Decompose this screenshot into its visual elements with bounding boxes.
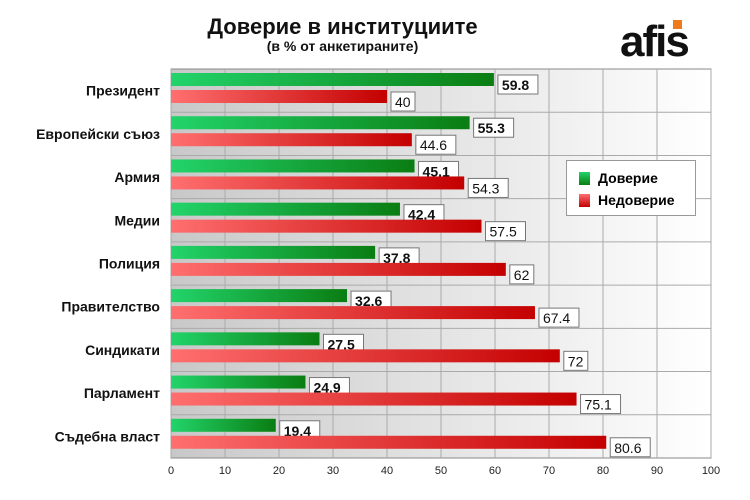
data-label: 54.3 [472, 180, 499, 196]
category-label: Полиция [99, 256, 160, 272]
x-tick-label: 60 [489, 465, 501, 477]
chart-title: Доверие в институциите [207, 14, 478, 39]
category-label: Парламент [84, 385, 160, 401]
data-label-box [415, 134, 457, 155]
category-label: Съдебна власт [55, 428, 160, 444]
category-label: Медии [114, 212, 160, 228]
x-tick-label: 0 [168, 465, 174, 477]
distrust-bar [171, 176, 465, 190]
trust-bar [171, 116, 470, 130]
trust-bar [171, 418, 276, 432]
data-label: 45.1 [423, 163, 450, 179]
distrust-bar [171, 349, 560, 363]
data-label: 27.5 [328, 336, 355, 352]
data-label-box [485, 221, 526, 242]
data-label-box [538, 307, 580, 328]
afis-logo: afis [620, 18, 690, 63]
category-label: Правителство [61, 299, 160, 315]
data-label: 19.4 [284, 423, 311, 439]
data-label-box [563, 350, 589, 371]
data-label-box [497, 74, 539, 95]
distrust-bar [171, 392, 577, 406]
data-label-box [509, 264, 535, 285]
data-label: 40 [395, 94, 411, 110]
data-label: 24.9 [313, 380, 340, 396]
x-tick-label: 90 [651, 465, 663, 477]
distrust-bar [171, 90, 387, 103]
category-label: Европейски съюз [36, 126, 160, 142]
data-label: 62 [514, 267, 530, 283]
data-label-box [609, 437, 651, 458]
data-label: 80.6 [614, 440, 641, 456]
x-tick-label: 40 [381, 465, 393, 477]
data-label: 59.8 [502, 77, 529, 93]
data-label-box [390, 91, 416, 112]
legend-label: Доверие [598, 170, 658, 186]
trust-bar [171, 375, 306, 389]
data-label: 57.5 [490, 224, 517, 240]
chart-subtitle: (в % от анкетираните) [266, 38, 419, 54]
x-tick-label: 10 [219, 465, 231, 477]
trust-bar [171, 332, 320, 346]
distrust-bar [171, 133, 412, 147]
x-tick-label: 20 [273, 465, 285, 477]
trust-bar [171, 73, 494, 86]
distrust-bar [171, 219, 482, 233]
data-label: 75.1 [585, 397, 612, 413]
legend-label: Недоверие [598, 192, 675, 208]
data-label: 72 [568, 353, 584, 369]
x-tick-label: 100 [702, 465, 720, 477]
distrust-bar [171, 262, 506, 276]
trust-bar [171, 202, 400, 216]
legend: Доверие Недоверие [566, 160, 696, 216]
legend-swatch [579, 171, 590, 185]
data-label: 32.6 [355, 293, 382, 309]
data-label: 42.4 [408, 207, 435, 223]
category-label: Армия [114, 169, 160, 185]
legend-item-trust: Доверие [579, 170, 658, 186]
category-label: Синдикати [85, 342, 160, 358]
data-label: 55.3 [478, 120, 505, 136]
x-tick-label: 50 [435, 465, 447, 477]
legend-item-distrust: Недоверие [579, 192, 675, 208]
data-label-box [580, 394, 622, 415]
data-label: 37.8 [383, 250, 410, 266]
distrust-bar [171, 435, 607, 449]
distrust-bar [171, 306, 535, 320]
x-tick-label: 70 [543, 465, 555, 477]
x-tick-label: 30 [327, 465, 339, 477]
trust-bar [171, 159, 415, 173]
legend-swatch [579, 193, 590, 207]
trust-bar [171, 289, 348, 303]
data-label-box [467, 177, 509, 198]
data-label: 44.6 [420, 137, 447, 153]
trust-bar [171, 245, 376, 259]
data-label-box [473, 117, 515, 138]
data-label: 67.4 [543, 310, 570, 326]
x-tick-label: 80 [597, 465, 609, 477]
category-label: Президент [86, 83, 160, 99]
